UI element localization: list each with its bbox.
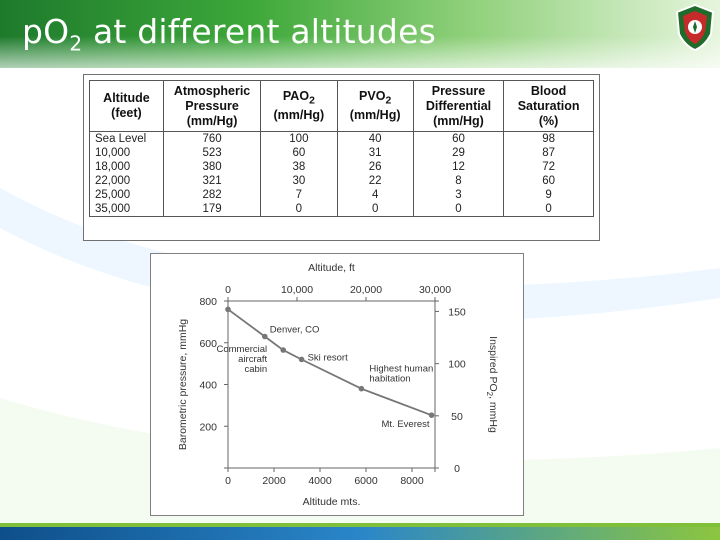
altitude-table-frame: Altitude (feet) Atmospheric Pressure (mm/Hg…: [83, 74, 600, 241]
table-cell: 12: [412, 160, 505, 174]
data-point: [225, 306, 231, 313]
x2-tick-label: 20,000: [350, 284, 382, 296]
x-tick-label: 0: [225, 475, 231, 487]
table-cell: 60: [503, 174, 594, 188]
x2-axis-title: Altitude, ft: [308, 262, 355, 274]
y2-axis-title: Inspired PO2, mmHg: [485, 336, 499, 433]
table-cell: 26: [336, 160, 414, 174]
table-row: 10,000 523 60 31 29 87: [89, 146, 594, 160]
x-tick-label: 2000: [262, 475, 286, 487]
header-altitude: Altitude (feet): [89, 80, 164, 132]
x-axis-title: Altitude mts.: [303, 496, 361, 508]
y-tick-label: 600: [199, 338, 217, 350]
table-cell: 3: [412, 188, 505, 202]
table-cell: 4: [336, 188, 414, 202]
annotation-label: Commercial: [217, 344, 268, 355]
table-cell: 10,000: [89, 146, 164, 160]
table-cell: 22: [336, 174, 414, 188]
table-cell: 38: [260, 160, 338, 174]
table-row: 22,000 321 30 22 8 60: [89, 174, 594, 188]
y2-tick-label: 150: [448, 306, 466, 318]
y-tick-label: 800: [199, 296, 217, 308]
y-tick-label: 400: [199, 380, 217, 392]
university-emblem-icon: [675, 3, 715, 52]
table-cell: 35,000: [89, 202, 164, 217]
table-cell: 87: [503, 146, 594, 160]
data-point: [358, 385, 365, 392]
data-point: [428, 412, 435, 418]
annotation-label: aircraft: [238, 354, 267, 365]
annotation-label: cabin: [244, 364, 267, 375]
x2-tick-label: 10,000: [281, 284, 313, 296]
table-cell: 25,000: [89, 188, 164, 202]
header-pvo2: PVO2 (mm/Hg): [336, 80, 414, 132]
x-tick-label: 4000: [308, 475, 332, 487]
altitude-chart-frame: 0 2000 4000 6000 8000 0 10,000 20,000 30,000 200 4…: [150, 253, 524, 516]
x-tick-label: 8000: [400, 475, 424, 487]
y2-tick-label: 100: [448, 359, 466, 371]
table-cell: 22,000: [89, 174, 164, 188]
table-cell: 321: [162, 174, 262, 188]
table-cell: 0: [412, 202, 505, 217]
table-cell: 0: [503, 202, 594, 217]
table-cell: 72: [503, 160, 594, 174]
table-cell: 8: [412, 174, 505, 188]
table-cell: 31: [336, 146, 414, 160]
title-p: p: [22, 12, 44, 51]
title-rest: at different altitudes: [82, 12, 436, 51]
pressure-curve: [227, 308, 432, 417]
table-cell: 380: [162, 160, 262, 174]
y2-tick-label: 50: [451, 411, 463, 423]
table-row: Sea Level 760 100 40 60 98: [89, 131, 594, 146]
header-blood-saturation: Blood Saturation (%): [503, 80, 594, 132]
y2-tick-label: 0: [454, 463, 460, 475]
annotation-label: Denver, CO: [270, 324, 320, 335]
table-cell: Sea Level: [89, 131, 164, 146]
table-cell: 30: [260, 174, 338, 188]
table-cell: 18,000: [89, 160, 164, 174]
title-o: O: [43, 12, 70, 51]
header-pressure-differential: Pressure Differential (mm/Hg): [412, 80, 505, 132]
table-cell: 282: [162, 188, 262, 202]
table-row: 25,000 282 7 4 3 9: [89, 188, 594, 202]
table-cell: 0: [336, 202, 414, 217]
header-pao2: PAO2 (mm/Hg): [260, 80, 338, 132]
annotation-label: habitation: [369, 374, 410, 385]
table-cell: 7: [260, 188, 338, 202]
data-point: [262, 333, 268, 340]
table-cell: 179: [162, 202, 262, 217]
table-cell: 100: [260, 131, 338, 146]
table-row: 18,000 380 38 26 12 72: [89, 160, 594, 174]
annotation-label: Highest human: [369, 364, 433, 375]
y-axis-title: Barometric pressure, mmHg: [177, 319, 189, 450]
table-cell: 29: [412, 146, 505, 160]
table-cell: 0: [260, 202, 338, 217]
table-body: Sea Level 760 100 40 60 98 10,000 523 60 31 29 87 18…: [89, 131, 594, 217]
x-tick-label: 6000: [354, 475, 378, 487]
header-atmospheric-pressure: Atmospheric Pressure (mm/Hg): [162, 80, 262, 132]
header-shine: [0, 36, 720, 68]
y-tick-label: 200: [199, 421, 217, 433]
altitude-table: Altitude (feet) Atmospheric Pressure (mm/Hg…: [89, 80, 594, 217]
table-cell: 60: [412, 131, 505, 146]
data-point: [298, 356, 305, 363]
footer-band: [0, 523, 720, 540]
table-row: 35,000 179 0 0 0 0: [89, 202, 594, 217]
annotation-label: Ski resort: [308, 352, 348, 363]
table-cell: 523: [162, 146, 262, 160]
annotation-label: Mt. Everest: [382, 419, 430, 430]
table-header-row: Altitude (feet) Atmospheric Pressure (mm/Hg…: [89, 80, 594, 132]
table-cell: 98: [503, 131, 594, 146]
table-cell: 760: [162, 131, 262, 146]
table-cell: 40: [336, 131, 414, 146]
title-subscript: 2: [69, 31, 83, 56]
table-cell: 60: [260, 146, 338, 160]
x2-tick-label: 0: [225, 284, 231, 296]
slide-title: pO2 at different altitudes: [22, 12, 436, 56]
x2-tick-label: 30,000: [419, 284, 451, 296]
table-cell: 9: [503, 188, 594, 202]
data-point: [280, 347, 286, 353]
